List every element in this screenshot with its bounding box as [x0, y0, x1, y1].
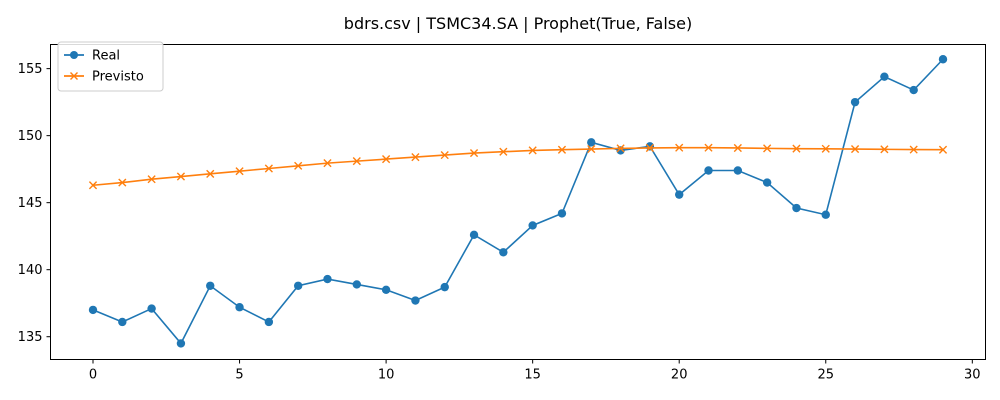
legend: Real Previsto [57, 41, 164, 92]
legend-label-previsto: Previsto [92, 70, 144, 85]
x-tick-label: 10 [378, 368, 395, 383]
data-point-previsto [557, 145, 567, 154]
y-tick-label: 155 [18, 62, 43, 77]
series-layer [88, 55, 948, 348]
data-point-real [675, 190, 684, 199]
x-tick-label: 5 [235, 368, 243, 383]
x-tick-label: 0 [89, 368, 97, 383]
data-point-previsto [323, 159, 332, 168]
x-tick-label: 25 [817, 368, 834, 383]
data-point-real [733, 166, 743, 175]
data-point-previsto [206, 169, 215, 178]
y-axis: 135 140 145 150 155 [18, 62, 51, 345]
data-point-previsto [499, 147, 508, 156]
data-point-previsto [118, 178, 127, 187]
data-point-real [118, 317, 127, 327]
data-point-real [235, 303, 244, 312]
legend-frame [57, 41, 164, 92]
data-point-real [587, 138, 596, 147]
data-point-real [821, 210, 830, 219]
data-point-previsto [528, 146, 537, 155]
y-tick-label: 135 [18, 330, 43, 345]
chart-title: bdrs.csv | TSMC34.SA | Prophet(True, Fal… [344, 14, 692, 33]
data-point-real [557, 209, 567, 218]
y-tick-label: 150 [18, 129, 43, 144]
data-point-previsto [938, 145, 948, 154]
data-point-previsto [411, 153, 420, 162]
data-point-real [264, 317, 274, 327]
data-point-previsto [352, 157, 361, 166]
data-point-real [440, 282, 449, 292]
data-point-real [88, 305, 98, 315]
plot-area [50, 44, 986, 360]
series-line-previsto [92, 146, 944, 187]
data-point-real [645, 142, 655, 151]
data-point-previsto [264, 164, 273, 173]
data-point-previsto [294, 161, 303, 170]
data-point-real [469, 230, 479, 240]
data-point-previsto [909, 145, 918, 154]
data-point-real [293, 281, 303, 290]
legend-marker-real [70, 51, 78, 59]
data-point-real [176, 339, 186, 348]
data-point-previsto [850, 144, 860, 154]
data-point-previsto [440, 150, 449, 160]
data-point-previsto [704, 143, 713, 152]
data-point-real [528, 221, 537, 230]
data-point-real [206, 281, 215, 290]
data-point-real [792, 203, 801, 213]
data-point-real [850, 97, 860, 107]
y-tick-label: 140 [18, 263, 43, 278]
data-point-previsto [675, 143, 684, 152]
x-tick-label: 15 [524, 368, 541, 383]
data-point-previsto [235, 167, 244, 176]
data-point-real [909, 85, 918, 95]
data-point-previsto [763, 144, 772, 153]
data-point-previsto [382, 155, 391, 164]
data-point-previsto [792, 144, 801, 153]
data-point-real [147, 304, 156, 313]
y-tick-label: 145 [18, 196, 43, 211]
legend-marker-previsto [70, 72, 78, 80]
data-point-real [938, 55, 948, 64]
data-point-real [381, 285, 391, 294]
data-point-previsto [88, 181, 98, 190]
data-point-real [704, 166, 713, 175]
data-point-previsto [821, 144, 830, 153]
data-point-real [499, 248, 508, 257]
data-point-real [323, 274, 332, 284]
data-point-previsto [880, 145, 889, 154]
x-axis: 0 5 10 15 20 25 30 [89, 359, 981, 383]
data-point-real [352, 280, 361, 289]
x-tick-label: 30 [964, 368, 981, 383]
x-tick-label: 20 [671, 368, 688, 383]
data-point-real [762, 178, 772, 187]
data-point-previsto [616, 144, 625, 153]
data-point-real [411, 296, 420, 305]
data-point-previsto [733, 143, 742, 153]
legend-label-real: Real [92, 49, 120, 64]
series-line-real [92, 58, 944, 345]
data-point-real [880, 72, 889, 81]
data-point-previsto [587, 144, 596, 154]
data-point-previsto [176, 172, 186, 181]
data-point-previsto [469, 148, 479, 158]
data-point-previsto [147, 175, 156, 184]
data-point-previsto [645, 143, 654, 153]
